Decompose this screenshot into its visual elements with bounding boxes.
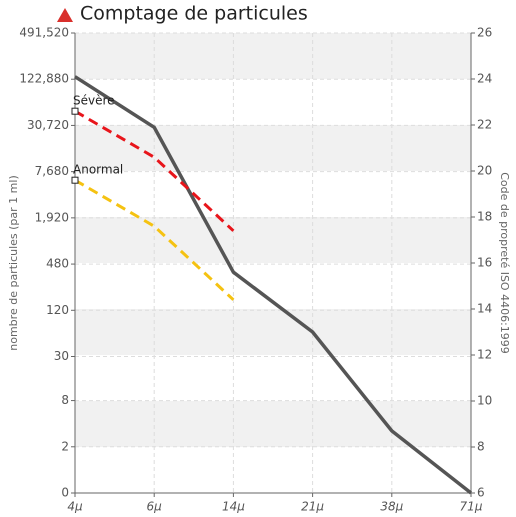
- y-tick-label: 491,520: [19, 26, 69, 40]
- series-line: [74, 109, 235, 232]
- series-start-marker: [71, 107, 79, 115]
- y-tick-label: 480: [46, 257, 69, 271]
- series-line: [74, 75, 473, 495]
- y-tick-label: 2: [61, 439, 69, 453]
- y2-tick-label: 18: [477, 210, 492, 224]
- y-tick-label: 30: [54, 349, 69, 363]
- band: [75, 125, 471, 171]
- band: [75, 217, 471, 263]
- y2-tick-label: 8: [477, 440, 485, 454]
- warning-icon: [57, 8, 73, 22]
- y-tick-label: 30,720: [27, 118, 69, 132]
- x-tick-label: 6µ: [147, 500, 163, 514]
- series-line: [74, 178, 235, 301]
- y-tick-label: 8: [61, 393, 69, 407]
- series-start-marker: [71, 176, 79, 184]
- y-tick-label: 122,880: [19, 72, 69, 86]
- y-tick-label: 0: [61, 486, 69, 500]
- band: [75, 309, 471, 355]
- y-axis-title: nombre de particules (par 1 ml): [7, 175, 20, 350]
- y-tick-label: 120: [46, 303, 69, 317]
- x-tick-label: 71µ: [460, 500, 483, 514]
- y-tick-label: 7,680: [35, 164, 69, 178]
- y2-tick-label: 10: [477, 394, 492, 408]
- series-label: Sévère: [73, 94, 115, 108]
- y2-tick-label: 22: [477, 118, 492, 132]
- x-tick-label: 38µ: [380, 500, 403, 514]
- x-tick-label: 21µ: [301, 500, 324, 514]
- chart-title: Comptage de particules: [80, 3, 308, 25]
- series-label: Anormal: [73, 163, 123, 177]
- y-tick-label: 1,920: [35, 210, 69, 224]
- y2-axis-title: Code de propreté ISO 4406:1999: [498, 172, 511, 354]
- y2-tick-label: 16: [477, 256, 492, 270]
- band: [75, 401, 471, 447]
- x-tick-label: 14µ: [222, 500, 245, 514]
- y2-tick-label: 6: [477, 486, 485, 500]
- y2-tick-label: 26: [477, 26, 492, 40]
- y2-tick-label: 14: [477, 302, 492, 316]
- y2-tick-label: 12: [477, 348, 492, 362]
- band: [75, 33, 471, 79]
- y2-tick-label: 24: [477, 72, 492, 86]
- y2-tick-label: 20: [477, 164, 492, 178]
- x-tick-label: 4µ: [67, 500, 83, 514]
